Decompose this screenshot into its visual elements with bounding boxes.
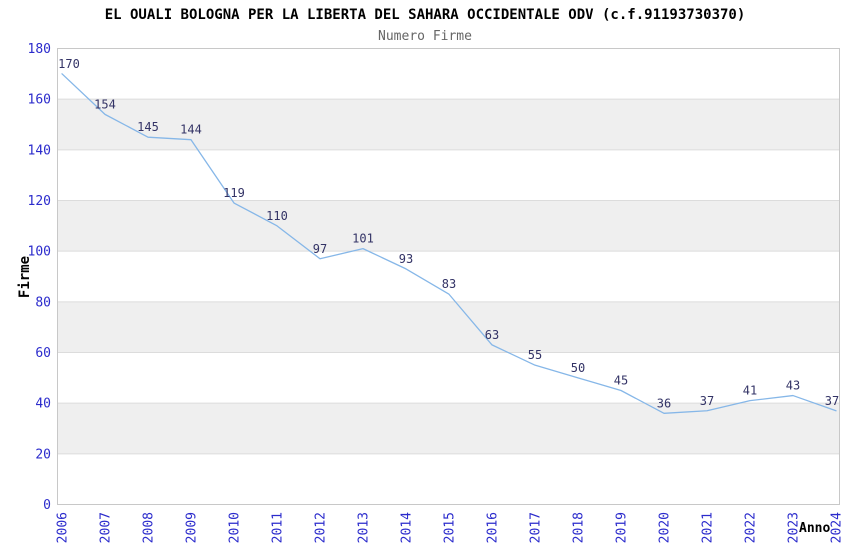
x-tick-label: 2016	[486, 512, 501, 543]
data-point-label: 45	[614, 374, 628, 388]
y-tick-label: 180	[28, 42, 51, 57]
plot-border	[57, 48, 840, 505]
plot-band	[57, 99, 840, 150]
x-tick-label: 2006	[56, 512, 71, 543]
y-tick-label: 80	[35, 295, 51, 310]
data-point-label: 93	[399, 252, 413, 266]
data-point-label: 119	[223, 186, 245, 200]
x-tick-label: 2018	[572, 512, 587, 543]
x-tick-label: 2022	[744, 512, 759, 543]
data-point-label: 83	[442, 277, 456, 291]
data-point-label: 63	[485, 328, 499, 342]
data-point-label: 36	[657, 396, 671, 410]
data-point-label: 55	[528, 348, 542, 362]
x-tick-label: 2023	[787, 512, 802, 543]
x-tick-label: 2010	[228, 512, 243, 543]
data-point-label: 144	[180, 123, 202, 137]
x-tick-label: 2024	[830, 512, 845, 543]
x-tick-label: 2012	[314, 512, 329, 543]
data-point-label: 145	[137, 120, 159, 134]
y-tick-label: 160	[28, 93, 51, 108]
x-tick-label: 2013	[357, 512, 372, 543]
x-tick-label: 2020	[658, 512, 673, 543]
x-tick-label: 2015	[443, 512, 458, 543]
plot-band	[57, 403, 840, 454]
data-point-label: 110	[266, 209, 288, 223]
data-point-label: 37	[825, 394, 839, 408]
chart-title: EL OUALI BOLOGNA PER LA LIBERTA DEL SAHA…	[104, 7, 746, 23]
data-point-label: 154	[94, 97, 116, 111]
y-tick-label: 40	[35, 397, 51, 412]
x-tick-label: 2021	[701, 512, 716, 543]
y-tick-label: 60	[35, 346, 51, 361]
plot-band	[57, 200, 840, 252]
plot-band	[57, 301, 840, 353]
x-tick-label: 2019	[615, 512, 630, 543]
x-tick-label: 2017	[529, 512, 544, 543]
x-tick-label: 2007	[99, 512, 114, 543]
x-tick-label: 2009	[185, 512, 200, 543]
y-tick-label: 20	[35, 447, 51, 462]
data-point-label: 41	[743, 384, 757, 398]
data-line	[61, 73, 837, 414]
chart-subtitle: Numero Firme	[378, 29, 472, 44]
x-tick-label: 2014	[400, 512, 415, 543]
x-tick-label: 2008	[142, 512, 157, 543]
y-tick-label: 100	[28, 245, 51, 260]
data-point-label: 50	[571, 361, 585, 375]
y-tick-label: 0	[43, 498, 51, 513]
data-point-label: 170	[58, 57, 80, 71]
data-point-label: 37	[700, 394, 714, 408]
x-axis-title: Anno	[799, 521, 831, 536]
data-point-label: 101	[352, 232, 374, 246]
y-tick-label: 140	[28, 143, 51, 158]
x-tick-label: 2011	[271, 512, 286, 543]
data-point-label: 43	[786, 379, 800, 393]
data-point-label: 97	[313, 242, 327, 256]
y-tick-label: 120	[28, 194, 51, 209]
